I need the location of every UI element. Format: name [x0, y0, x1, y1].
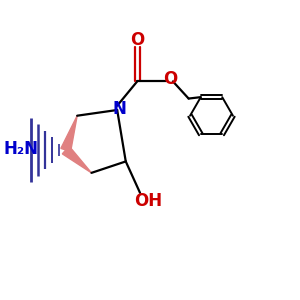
Polygon shape	[61, 116, 77, 152]
Text: H₂N: H₂N	[4, 140, 39, 158]
Text: N: N	[112, 100, 126, 118]
Text: OH: OH	[135, 192, 163, 210]
Text: O: O	[163, 70, 178, 88]
Polygon shape	[62, 146, 92, 173]
Text: O: O	[130, 31, 144, 49]
